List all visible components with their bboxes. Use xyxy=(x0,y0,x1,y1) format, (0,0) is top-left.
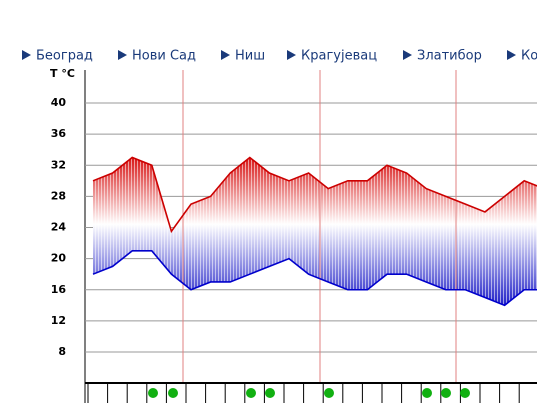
nav-arrow xyxy=(118,50,127,60)
y-tick-label: 12 xyxy=(51,314,66,327)
y-tick-label: 32 xyxy=(51,158,66,171)
nav-arrow xyxy=(507,50,516,60)
nav-link[interactable]: Нови Сад xyxy=(132,49,196,64)
nav-link[interactable]: Ко xyxy=(521,49,537,64)
series-line xyxy=(92,250,537,307)
nav-arrow xyxy=(403,50,412,60)
nav-arrow xyxy=(287,50,296,60)
weather-dot xyxy=(168,388,178,398)
range-hatch xyxy=(93,157,537,306)
weather-dot xyxy=(324,388,334,398)
nav-link[interactable]: Београд xyxy=(36,49,93,64)
y-tick-label: 28 xyxy=(51,189,66,202)
series-line xyxy=(92,156,537,234)
y-tick-label: 8 xyxy=(58,345,66,358)
y-tick-label: 24 xyxy=(51,221,67,234)
nav-link[interactable]: Златибор xyxy=(417,49,482,64)
weather-dot xyxy=(422,388,432,398)
y-tick-label: 16 xyxy=(51,283,67,296)
weather-dot xyxy=(441,388,451,398)
nav-link[interactable]: Ниш xyxy=(235,49,265,64)
weather-dot xyxy=(148,388,158,398)
y-tick-label: 40 xyxy=(51,96,67,109)
nav-arrow xyxy=(22,50,31,60)
weather-dot xyxy=(265,388,275,398)
weather-dot xyxy=(460,388,470,398)
y-tick-label: 36 xyxy=(51,127,67,140)
y-tick-label: 20 xyxy=(51,252,67,265)
nav-arrow xyxy=(221,50,230,60)
nav-link[interactable]: Крагујевац xyxy=(301,49,377,64)
y-label: T °C xyxy=(50,67,75,80)
weather-dot xyxy=(246,388,256,398)
